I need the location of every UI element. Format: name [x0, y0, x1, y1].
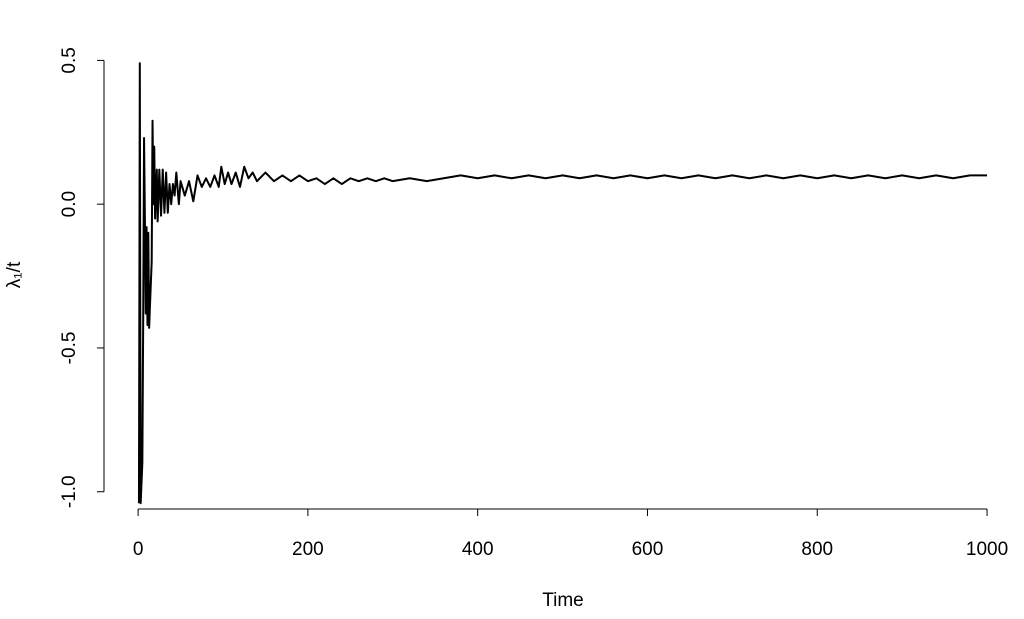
x-tick-label: 600: [632, 539, 664, 560]
x-axis-label: Time: [542, 590, 584, 611]
x-tick-label: 200: [292, 539, 324, 560]
x-tick-label: 400: [462, 539, 494, 560]
y-tick-label: 0.5: [59, 47, 80, 73]
x-tick-label: 0: [133, 539, 144, 560]
x-tick-label: 1000: [966, 539, 1008, 560]
x-tick-label: 800: [801, 539, 833, 560]
data-line: [137, 62, 988, 505]
y-axis-label: λ₁/t: [4, 261, 25, 288]
y-tick-label: -1.0: [59, 475, 80, 508]
y-tick-label: -0.5: [59, 332, 80, 365]
y-tick-label: 0.0: [59, 191, 80, 217]
